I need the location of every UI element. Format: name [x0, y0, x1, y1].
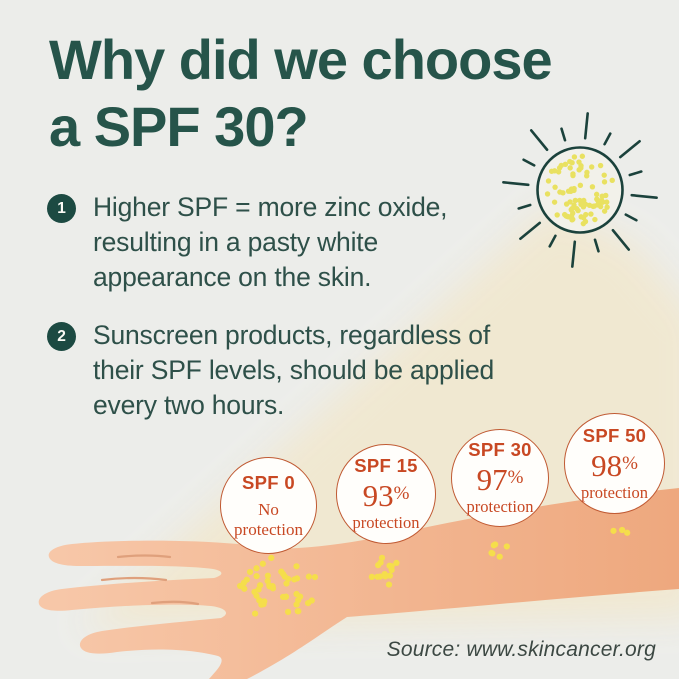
- point-text-1: Higher SPF = more zinc oxide, resulting …: [93, 192, 448, 293]
- spf-badge-50-label: SPF 50: [582, 424, 647, 446]
- zinc-oxide-dots: [237, 526, 631, 617]
- sun-zinc-dots: [544, 153, 615, 227]
- spf-badge-15: SPF 15 93% protection: [336, 444, 436, 544]
- page-title: Why did we choose a SPF 30?: [49, 26, 553, 160]
- percent-value: 97: [476, 462, 508, 498]
- list-item-1: 1 Higher SPF = more zinc oxide, resultin…: [47, 190, 505, 296]
- source-credit: Source: www.skincancer.org: [386, 638, 656, 661]
- list-item-2: 2 Sunscreen products, regardless of thei…: [47, 318, 505, 424]
- number-badge-2: 2: [47, 322, 76, 351]
- arm-illustration: [38, 488, 679, 679]
- number-badge-1: 1: [47, 194, 76, 223]
- percent-value: 93: [362, 478, 394, 514]
- hand-creases: [100, 554, 200, 606]
- point-text-2: Sunscreen products, regardless of their …: [93, 320, 495, 421]
- spf-badge-50-percent: 98%: [591, 450, 638, 482]
- spf-badge-15-percent: 93%: [363, 480, 410, 512]
- sun-rays-icon: [502, 112, 658, 268]
- spf-badge-30: SPF 30 97% protection: [451, 429, 549, 527]
- percent-value: 98: [591, 447, 623, 483]
- spf-badge-15-caption: protection: [352, 513, 420, 533]
- spf-badge-15-label: SPF 15: [354, 455, 418, 477]
- page-title-line2: a SPF 30?: [49, 95, 309, 159]
- spf-badge-0: SPF 0 No protection: [220, 457, 317, 554]
- spf-badge-30-percent: 97%: [477, 464, 524, 496]
- spf-badge-50: SPF 50 98% protection: [564, 413, 665, 514]
- spf-badge-0-label: SPF 0: [242, 472, 295, 494]
- spf-badge-0-caption: No protection: [234, 500, 303, 539]
- percent-sign: %: [507, 467, 524, 489]
- percent-sign: %: [622, 452, 638, 474]
- percent-sign: %: [393, 483, 410, 505]
- spf-badge-30-caption: protection: [466, 497, 534, 517]
- page-title-line1: Why did we choose: [49, 28, 553, 91]
- spf-badge-50-caption: protection: [581, 482, 648, 502]
- spf-badge-30-label: SPF 30: [468, 439, 532, 461]
